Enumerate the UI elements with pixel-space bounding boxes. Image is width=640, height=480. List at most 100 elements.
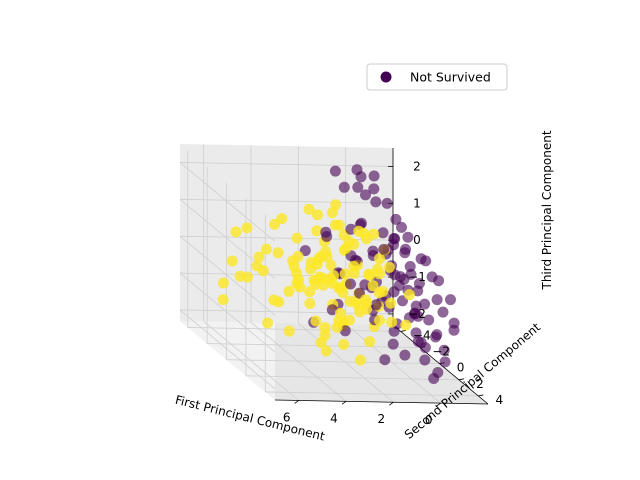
point-not-survived xyxy=(368,170,380,182)
point-survived xyxy=(334,307,346,319)
point-survived xyxy=(348,260,360,272)
point-not-survived xyxy=(370,196,382,208)
point-survived xyxy=(312,209,323,221)
z-tick-label: −1 xyxy=(408,270,426,284)
point-not-survived xyxy=(405,268,417,280)
point-not-survived xyxy=(428,373,440,384)
point-not-survived xyxy=(390,213,402,225)
y-tick-mark xyxy=(400,330,406,332)
point-survived xyxy=(268,294,280,306)
x-tick-mark xyxy=(389,401,394,406)
y-tick-label: 2 xyxy=(476,377,484,391)
point-survived xyxy=(400,319,412,331)
x-tick-label: 0 xyxy=(425,413,433,427)
point-not-survived xyxy=(413,278,425,289)
legend-label-not-survived: Not Survived xyxy=(410,70,491,85)
point-survived xyxy=(304,298,316,309)
point-survived xyxy=(251,260,263,272)
grid-z-back xyxy=(179,198,394,204)
data-points xyxy=(217,164,460,384)
point-not-survived xyxy=(352,181,364,193)
point-survived xyxy=(217,277,229,289)
point-not-survived xyxy=(445,294,456,306)
point-survived xyxy=(385,297,397,309)
point-survived xyxy=(293,274,305,286)
x-tick-mark xyxy=(294,400,299,404)
point-not-survived xyxy=(387,338,399,350)
point-survived xyxy=(344,295,356,307)
point-survived xyxy=(269,218,281,230)
point-survived xyxy=(262,317,274,329)
point-not-survived xyxy=(388,233,400,244)
point-survived xyxy=(348,238,360,250)
point-not-survived xyxy=(431,294,443,306)
y-tick-mark xyxy=(478,394,484,397)
legend: Not Survived xyxy=(366,63,508,91)
point-survived xyxy=(325,273,336,285)
point-survived xyxy=(374,253,385,265)
point-survived xyxy=(288,261,300,273)
point-survived xyxy=(364,269,376,281)
point-not-survived xyxy=(338,181,350,193)
point-survived xyxy=(319,329,331,341)
point-not-survived xyxy=(420,255,432,267)
grid-z-left xyxy=(179,162,276,242)
point-not-survived xyxy=(438,344,450,356)
point-not-survived xyxy=(399,349,411,361)
grid-z-left xyxy=(179,235,276,316)
point-survived xyxy=(308,274,320,286)
point-survived xyxy=(325,259,337,271)
point-not-survived xyxy=(393,280,405,291)
legend-marker-not-survived xyxy=(380,71,392,83)
point-not-survived xyxy=(448,317,460,329)
point-not-survived xyxy=(402,231,414,243)
point-survived xyxy=(319,322,331,334)
point-survived xyxy=(364,336,376,348)
point-not-survived xyxy=(381,197,393,209)
grid-y-floor xyxy=(265,391,479,397)
x-tick-label: 4 xyxy=(330,411,338,425)
z-tick-label: 0 xyxy=(413,233,421,247)
point-survived xyxy=(338,339,350,350)
grid-z-left xyxy=(179,309,276,390)
z-tick-label: −2 xyxy=(408,307,426,321)
point-survived xyxy=(260,243,272,255)
point-survived xyxy=(283,285,295,297)
grid-z-back xyxy=(179,235,394,241)
y-tick-mark xyxy=(458,378,464,381)
point-survived xyxy=(386,316,398,328)
point-survived xyxy=(320,345,332,357)
z-tick-label: 1 xyxy=(413,196,421,210)
point-not-survived xyxy=(439,356,451,368)
point-not-survived xyxy=(419,354,431,366)
point-not-survived xyxy=(378,243,390,255)
y-tick-label: 0 xyxy=(457,361,465,375)
point-survived xyxy=(317,279,329,291)
point-survived xyxy=(344,314,355,326)
grid-y-floor xyxy=(207,343,421,348)
z-tick-label: 2 xyxy=(413,159,421,173)
point-not-survived xyxy=(412,310,424,322)
y-tick-label: −2 xyxy=(432,345,450,359)
grid-x-floor xyxy=(203,321,299,401)
x-axis-line xyxy=(274,399,489,405)
point-survived xyxy=(311,225,323,237)
grid-y-floor xyxy=(226,359,440,365)
z-axis-label: Third Principal Component xyxy=(540,130,554,290)
grid-z-left xyxy=(179,272,276,353)
legend-box xyxy=(366,63,508,91)
point-survived xyxy=(374,314,385,326)
point-not-survived xyxy=(320,226,332,238)
point-not-survived xyxy=(396,221,407,233)
point-survived xyxy=(291,232,303,244)
point-survived xyxy=(354,354,366,366)
point-survived xyxy=(226,255,238,267)
point-survived xyxy=(371,263,383,275)
point-not-survived xyxy=(355,171,367,183)
point-not-survived xyxy=(388,325,400,337)
point-survived xyxy=(330,199,342,211)
point-not-survived xyxy=(404,261,416,272)
point-survived xyxy=(331,321,343,333)
